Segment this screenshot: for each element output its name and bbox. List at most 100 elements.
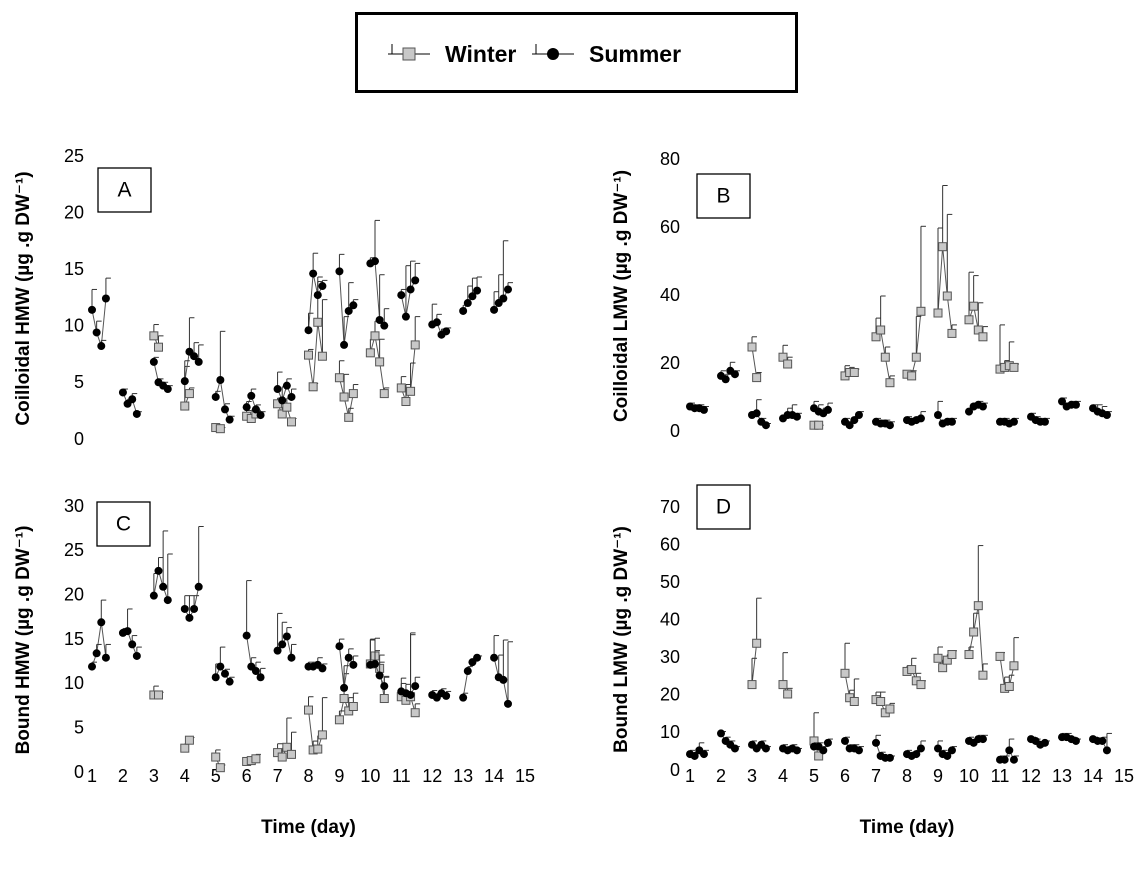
series-line [338, 377, 354, 418]
point [401, 312, 410, 321]
series-line [937, 246, 953, 334]
point [792, 412, 801, 421]
point [318, 664, 327, 673]
point [304, 350, 313, 360]
point [313, 744, 323, 754]
legend-marker [547, 48, 559, 60]
y-axis-title: Coilloidal HMW (µg .g DW⁻¹) [13, 171, 34, 425]
y-tick-label: 5 [74, 717, 84, 737]
point [1009, 755, 1018, 764]
x-axis-title: Time (day) [860, 817, 955, 838]
x-tick-label: 6 [840, 766, 850, 786]
x-tick-label: 2 [118, 766, 128, 786]
point [185, 613, 194, 622]
point [308, 382, 318, 392]
legend-label: Winter [445, 41, 516, 67]
point [995, 651, 1005, 661]
point [282, 402, 292, 412]
point [872, 738, 880, 747]
point [282, 381, 291, 390]
point [840, 668, 850, 678]
y-axis-title: Bound HMW (µg .g DW⁻¹) [13, 526, 34, 755]
point [907, 665, 917, 675]
point [814, 420, 824, 430]
point [752, 373, 762, 383]
point [499, 294, 508, 303]
x-tick-label: 9 [933, 766, 943, 786]
point [1098, 736, 1107, 745]
point [251, 754, 261, 764]
point [215, 763, 225, 773]
point [747, 342, 757, 352]
point [348, 702, 358, 711]
point [1009, 417, 1018, 426]
point [690, 751, 699, 760]
point [969, 627, 979, 637]
point [339, 392, 349, 402]
point [282, 632, 291, 641]
point [97, 618, 106, 627]
point [216, 662, 225, 671]
series-line [277, 384, 292, 402]
point [277, 752, 287, 762]
point [317, 351, 327, 361]
panel-label-box [696, 173, 751, 219]
point [349, 660, 358, 669]
x-axis-title: Time (day) [261, 817, 356, 838]
point [123, 627, 132, 636]
point [132, 409, 141, 418]
point [442, 327, 451, 336]
point [934, 411, 942, 419]
point [699, 405, 708, 414]
point [442, 691, 451, 700]
point [379, 389, 389, 399]
point [318, 282, 327, 291]
y-tick-label: 80 [660, 149, 680, 169]
series-line [751, 346, 758, 378]
point [375, 671, 384, 680]
point [334, 373, 344, 383]
point [251, 405, 260, 414]
point [783, 359, 793, 369]
point [251, 667, 260, 676]
point [153, 342, 163, 352]
point [180, 401, 190, 411]
point [247, 391, 256, 400]
point [1102, 746, 1111, 755]
x-tick-label: 1 [87, 766, 97, 786]
point [406, 690, 415, 699]
point [370, 331, 380, 341]
point [942, 291, 952, 301]
y-tick-label: 10 [64, 673, 84, 693]
point [819, 746, 828, 755]
y-tick-label: 10 [660, 722, 680, 742]
point [128, 395, 137, 404]
point [1071, 400, 1080, 409]
point [340, 340, 349, 349]
point [880, 352, 890, 362]
point [396, 383, 406, 393]
point [933, 653, 943, 663]
point [304, 326, 313, 335]
y-tick-label: 40 [660, 609, 680, 629]
point [885, 704, 895, 714]
point [406, 285, 415, 294]
point [969, 301, 979, 311]
series-line [153, 570, 169, 601]
point [406, 386, 416, 396]
point [885, 421, 894, 430]
panel-label-box [696, 484, 751, 530]
point [938, 663, 948, 673]
point [242, 403, 251, 412]
point [411, 276, 420, 285]
y-tick-label: 10 [64, 316, 84, 336]
point [184, 389, 194, 399]
point [287, 392, 296, 401]
y-tick-label: 5 [74, 372, 84, 392]
y-tick-label: 30 [64, 496, 84, 516]
point [180, 604, 189, 613]
point [256, 411, 265, 420]
series-line [338, 646, 354, 688]
